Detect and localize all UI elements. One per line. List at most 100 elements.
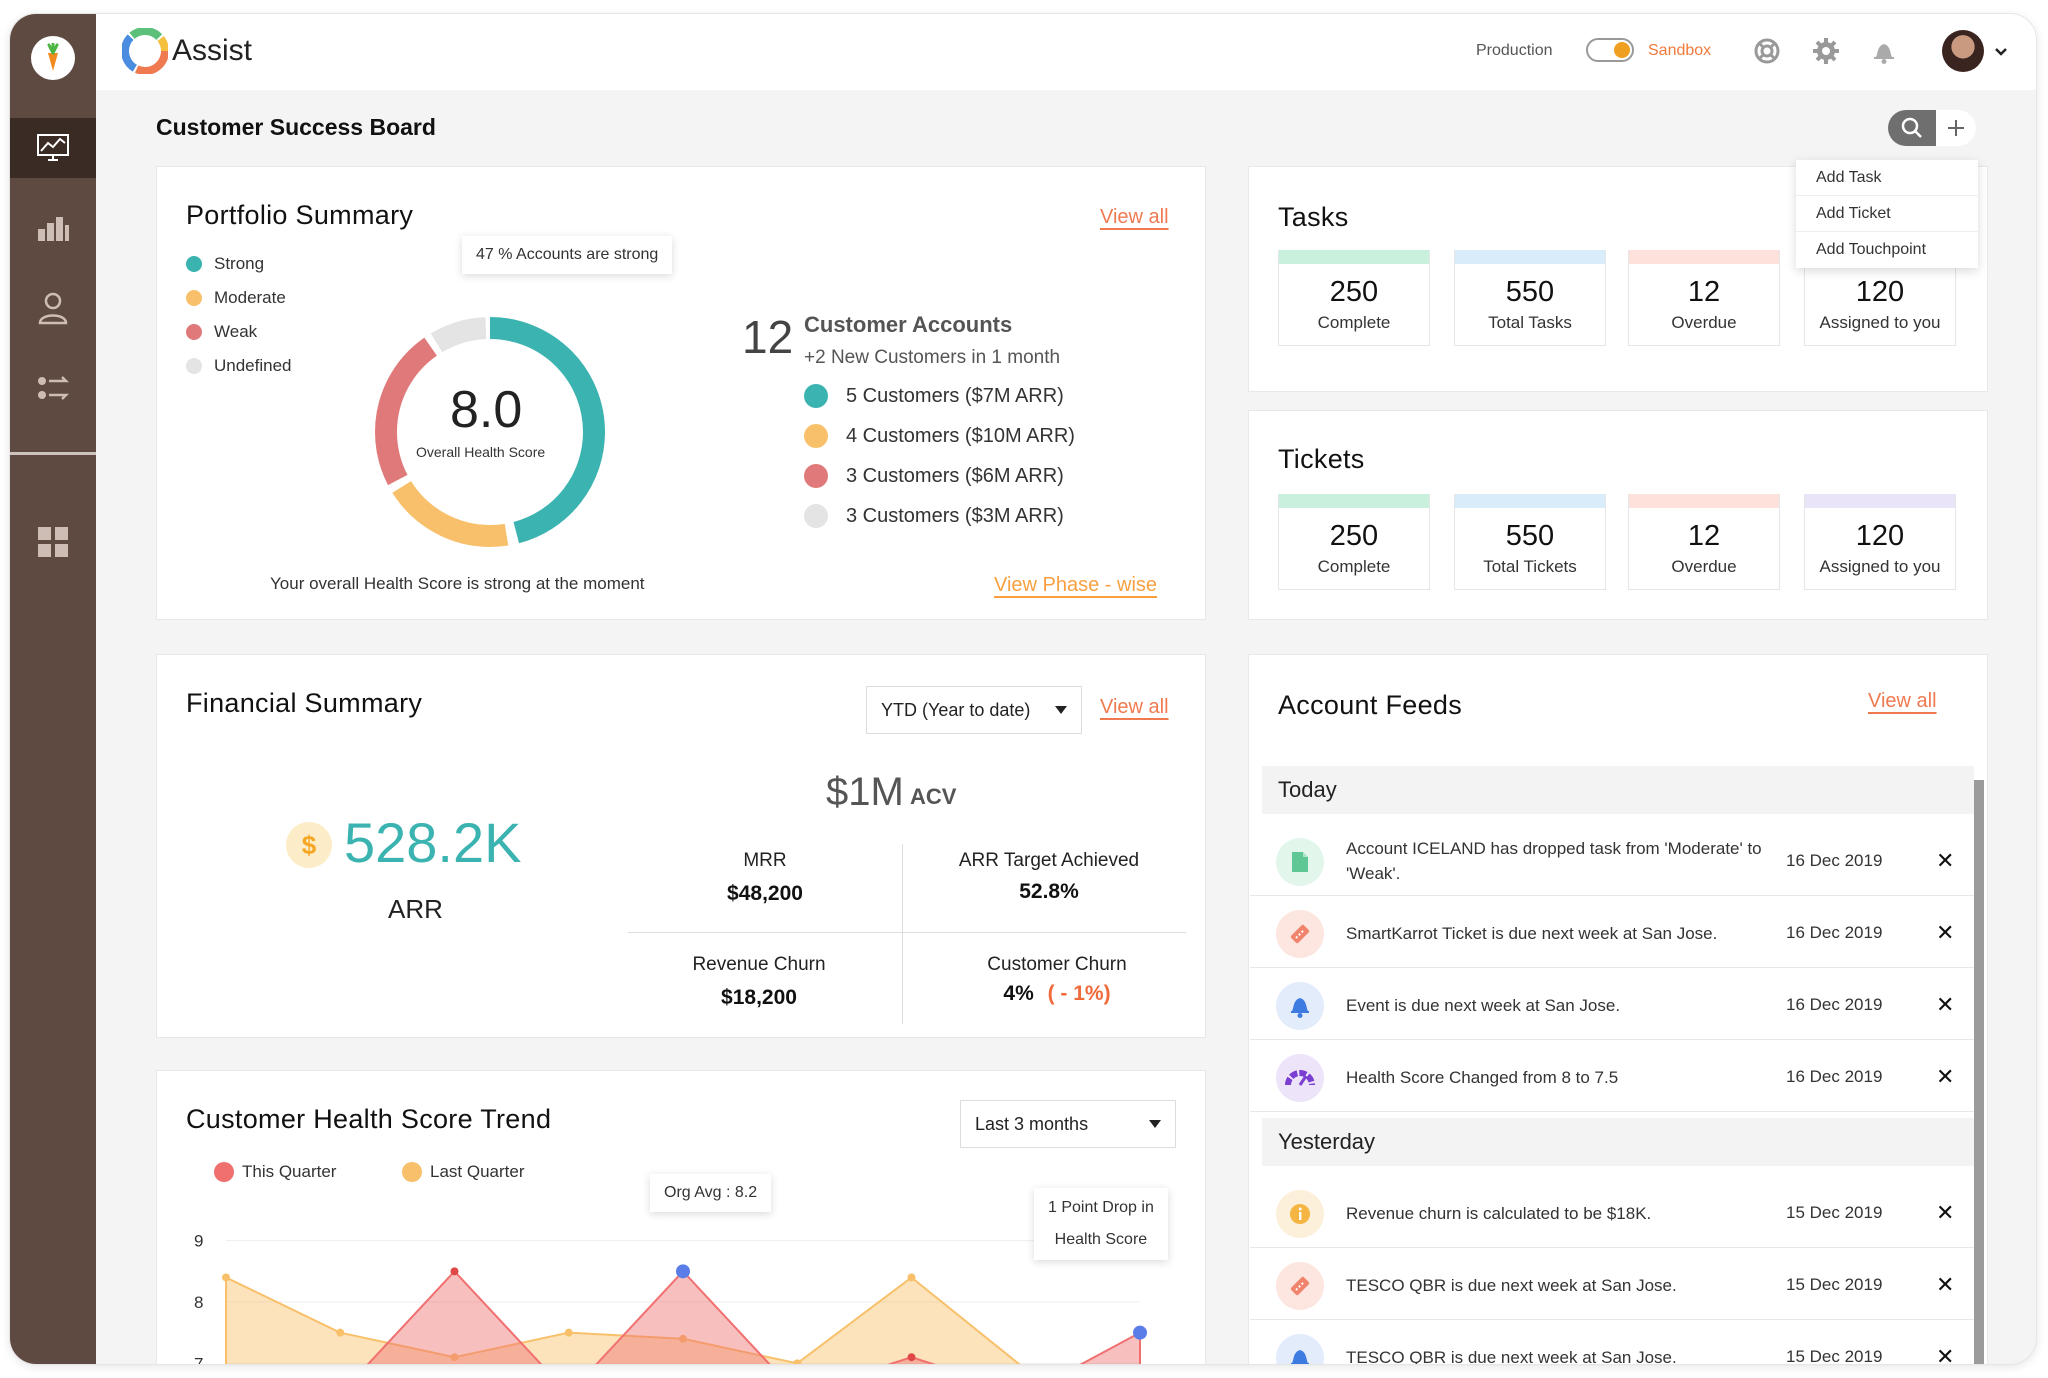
ticket-tile-complete[interactable]: 250 Complete — [1278, 494, 1430, 590]
close-icon[interactable]: ✕ — [1936, 1064, 1955, 1089]
customer-churn-value: 4% — [1003, 982, 1034, 1005]
nav-apps[interactable] — [10, 512, 96, 572]
environment-toggle[interactable] — [1586, 38, 1634, 62]
task-tile-complete[interactable]: 250 Complete — [1278, 250, 1430, 346]
legend-label: This Quarter — [242, 1162, 337, 1181]
menu-item-add-ticket[interactable]: Add Ticket — [1796, 196, 1978, 232]
feed-date: 15 Dec 2019 — [1786, 1275, 1883, 1294]
data-point[interactable] — [907, 1273, 916, 1282]
data-point[interactable] — [564, 1328, 573, 1337]
tickets-title: Tickets — [1278, 444, 1365, 474]
feeds-view-all-link[interactable]: View all — [1868, 690, 1937, 712]
tile-bar — [1455, 494, 1605, 508]
feed-item[interactable]: Health Score Changed from 8 to 7.5 16 De… — [1250, 1042, 1974, 1112]
account-segment-row: 4 Customers ($10M ARR) — [804, 424, 1075, 448]
caret-down-icon — [1149, 1120, 1161, 1128]
ticket-tile-overdue[interactable]: 12 Overdue — [1628, 494, 1780, 590]
account-segment-row: 3 Customers ($6M ARR) — [804, 464, 1064, 488]
carrot-logo-icon[interactable] — [31, 36, 75, 80]
tile-label: Overdue — [1671, 313, 1737, 332]
tile-number: 120 — [1855, 276, 1905, 308]
app-window: Assist Production Sandbox Customer Succe… — [10, 14, 2036, 1364]
tile-bar — [1805, 494, 1955, 508]
bar-chart-icon — [38, 217, 69, 241]
close-icon[interactable]: ✕ — [1936, 1200, 1955, 1225]
env-sandbox-label[interactable]: Sandbox — [1648, 42, 1712, 59]
close-icon[interactable]: ✕ — [1936, 1344, 1955, 1364]
arr-value: 528.2K — [344, 811, 522, 874]
gear-icon[interactable] — [1811, 36, 1841, 66]
trend-period-select[interactable]: Last 3 months — [960, 1100, 1176, 1148]
env-production-label[interactable]: Production — [1476, 42, 1553, 59]
tile-label: Complete — [1317, 557, 1391, 576]
data-point[interactable] — [907, 1353, 916, 1362]
data-point[interactable] — [450, 1353, 459, 1362]
legend-label: Undefined — [214, 356, 292, 375]
customer-churn-delta: ( - 1%) — [1047, 982, 1111, 1005]
feed-item[interactable]: Revenue churn is calculated to be $18K. … — [1250, 1178, 1974, 1248]
nav-dashboard[interactable] — [10, 118, 96, 178]
segment-label: 4 Customers ($10M ARR) — [846, 424, 1075, 447]
menu-item-add-task[interactable]: Add Task — [1796, 160, 1978, 196]
tile-number: 120 — [1855, 520, 1905, 552]
legend-dot — [186, 324, 202, 340]
nav-reports[interactable] — [10, 198, 96, 258]
data-point[interactable] — [450, 1267, 459, 1276]
arr-label: ARR — [388, 894, 443, 924]
close-icon[interactable]: ✕ — [1936, 848, 1955, 873]
financial-view-all-link[interactable]: View all — [1100, 696, 1169, 718]
chevron-down-icon[interactable] — [1994, 44, 2008, 62]
legend-dot — [214, 1162, 234, 1182]
add-button[interactable] — [1936, 110, 1976, 146]
portfolio-view-all-link[interactable]: View all — [1100, 206, 1169, 228]
donut-segment-weak — [375, 317, 605, 547]
bell-icon[interactable] — [1869, 36, 1899, 66]
data-point[interactable] — [793, 1359, 802, 1364]
close-icon[interactable]: ✕ — [1936, 1272, 1955, 1297]
tile-bar — [1279, 250, 1429, 264]
account-segment-row: 5 Customers ($7M ARR) — [804, 384, 1064, 408]
feed-item[interactable]: TESCO QBR is due next week at San Jose. … — [1250, 1322, 1974, 1364]
highlight-point[interactable] — [676, 1264, 690, 1279]
add-menu: Add Task Add Ticket Add Touchpoint — [1796, 160, 1978, 268]
bell-icon — [1276, 982, 1324, 1030]
legend-dot — [402, 1162, 422, 1182]
close-icon[interactable]: ✕ — [1936, 920, 1955, 945]
feeds-scrollbar[interactable] — [1974, 780, 1984, 1364]
feed-item[interactable]: Account ICELAND has dropped task from 'M… — [1250, 826, 1974, 896]
portfolio-summary-card — [156, 166, 1206, 620]
gauge-icon — [1276, 1054, 1324, 1102]
feed-item[interactable]: Event is due next week at San Jose. 16 D… — [1250, 970, 1974, 1040]
sidebar-divider — [10, 452, 96, 455]
user-avatar[interactable] — [1942, 30, 1984, 72]
highlight-point[interactable] — [1133, 1325, 1147, 1340]
view-phase-wise-link[interactable]: View Phase - wise — [994, 574, 1158, 596]
menu-item-add-touchpoint[interactable]: Add Touchpoint — [1816, 241, 1927, 258]
y-tick-label: 7 — [194, 1354, 203, 1364]
data-point[interactable] — [222, 1273, 230, 1282]
y-tick-label: 8 — [194, 1293, 203, 1312]
search-button[interactable] — [1888, 110, 1936, 146]
nav-customers[interactable] — [10, 278, 96, 338]
close-icon[interactable]: ✕ — [1936, 992, 1955, 1017]
tile-label: Assigned to you — [1819, 313, 1941, 332]
data-point[interactable] — [336, 1328, 345, 1337]
org-avg-tooltip: Org Avg : 8.2 — [650, 1174, 772, 1212]
period-select-value: YTD (Year to date) — [881, 699, 1031, 720]
ticket-tile-assigned[interactable]: 120 Assigned to you — [1804, 494, 1956, 590]
legend-undefined: Undefined — [186, 356, 292, 376]
legend-dot — [186, 290, 202, 306]
acv-label: ACV — [910, 784, 957, 809]
health-trend-chart: 9 8 7 — [194, 1232, 1147, 1364]
nav-workflows[interactable] — [10, 358, 96, 418]
feed-item[interactable]: TESCO QBR is due next week at San Jose. … — [1250, 1250, 1974, 1320]
toggle-knob — [1614, 42, 1630, 58]
period-select[interactable]: YTD (Year to date) — [866, 686, 1082, 734]
support-icon[interactable] — [1752, 36, 1782, 66]
fin-divider-v — [902, 844, 903, 1024]
task-tile-total[interactable]: 550 Total Tasks — [1454, 250, 1606, 346]
data-point[interactable] — [679, 1334, 687, 1343]
ticket-tile-total[interactable]: 550 Total Tickets — [1454, 494, 1606, 590]
task-tile-overdue[interactable]: 12 Overdue — [1628, 250, 1780, 346]
feed-item[interactable]: SmartKarrot Ticket is due next week at S… — [1250, 898, 1974, 968]
